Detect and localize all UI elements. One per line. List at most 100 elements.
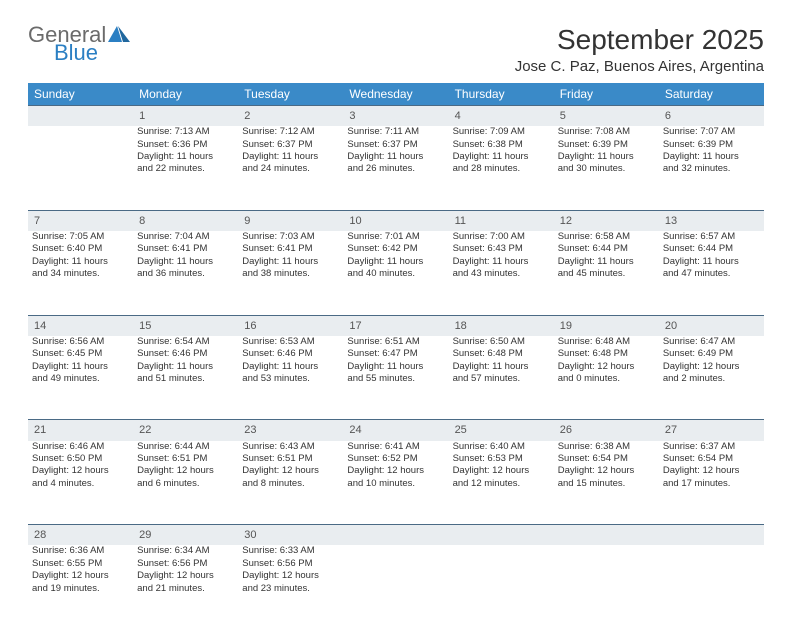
day-number: 8 — [133, 210, 238, 231]
page-title: September 2025 — [515, 24, 764, 56]
day-cell-line: and 36 minutes. — [137, 268, 234, 280]
day-cell: Sunrise: 7:03 AMSunset: 6:41 PMDaylight:… — [238, 231, 343, 315]
day-cell-line: and 21 minutes. — [137, 583, 234, 595]
day-number-row: 282930 — [28, 525, 764, 546]
day-cell-line: and 22 minutes. — [137, 163, 234, 175]
day-cell-line: Sunrise: 6:51 AM — [347, 336, 444, 348]
day-number — [449, 525, 554, 546]
day-number: 15 — [133, 315, 238, 336]
day-cell: Sunrise: 7:11 AMSunset: 6:37 PMDaylight:… — [343, 126, 448, 210]
day-number: 7 — [28, 210, 133, 231]
day-cell-line: and 34 minutes. — [32, 268, 129, 280]
day-cell-line: Sunset: 6:44 PM — [663, 243, 760, 255]
day-cell-line: Sunrise: 6:48 AM — [558, 336, 655, 348]
day-cell-line: and 10 minutes. — [347, 478, 444, 490]
day-cell: Sunrise: 6:33 AMSunset: 6:56 PMDaylight:… — [238, 545, 343, 629]
day-cell-line: Sunset: 6:43 PM — [453, 243, 550, 255]
day-cell-line: and 8 minutes. — [242, 478, 339, 490]
day-cell-line: Sunrise: 6:37 AM — [663, 441, 760, 453]
day-number: 16 — [238, 315, 343, 336]
day-cell-line: Daylight: 12 hours — [347, 465, 444, 477]
day-number: 10 — [343, 210, 448, 231]
day-header: Sunday — [28, 83, 133, 106]
day-cell-line: Sunrise: 6:53 AM — [242, 336, 339, 348]
day-cell: Sunrise: 6:38 AMSunset: 6:54 PMDaylight:… — [554, 441, 659, 525]
day-number: 30 — [238, 525, 343, 546]
day-header: Thursday — [449, 83, 554, 106]
day-cell: Sunrise: 6:46 AMSunset: 6:50 PMDaylight:… — [28, 441, 133, 525]
header: General Blue September 2025 Jose C. Paz,… — [28, 24, 764, 75]
day-cell-line: Daylight: 11 hours — [242, 256, 339, 268]
day-cell — [659, 545, 764, 629]
day-cell: Sunrise: 6:44 AMSunset: 6:51 PMDaylight:… — [133, 441, 238, 525]
day-cell-line: Sunset: 6:47 PM — [347, 348, 444, 360]
day-cell-line: Sunset: 6:41 PM — [242, 243, 339, 255]
day-cell-line: and 40 minutes. — [347, 268, 444, 280]
day-header: Friday — [554, 83, 659, 106]
day-cell-line: Sunset: 6:40 PM — [32, 243, 129, 255]
day-header: Wednesday — [343, 83, 448, 106]
day-number: 4 — [449, 106, 554, 127]
day-cell-line: Sunset: 6:55 PM — [32, 558, 129, 570]
day-number: 12 — [554, 210, 659, 231]
day-cell-line: Sunset: 6:56 PM — [242, 558, 339, 570]
day-cell-line: Sunrise: 6:54 AM — [137, 336, 234, 348]
day-detail-row: Sunrise: 7:05 AMSunset: 6:40 PMDaylight:… — [28, 231, 764, 315]
day-number: 1 — [133, 106, 238, 127]
day-cell-line: Daylight: 12 hours — [663, 361, 760, 373]
day-cell-line: Sunrise: 6:57 AM — [663, 231, 760, 243]
day-cell: Sunrise: 7:13 AMSunset: 6:36 PMDaylight:… — [133, 126, 238, 210]
day-cell-line: and 49 minutes. — [32, 373, 129, 385]
day-cell-line: and 28 minutes. — [453, 163, 550, 175]
day-cell: Sunrise: 6:51 AMSunset: 6:47 PMDaylight:… — [343, 336, 448, 420]
day-cell-line: Daylight: 12 hours — [32, 570, 129, 582]
day-number-row: 21222324252627 — [28, 420, 764, 441]
day-cell: Sunrise: 6:50 AMSunset: 6:48 PMDaylight:… — [449, 336, 554, 420]
day-cell-line: Daylight: 12 hours — [558, 465, 655, 477]
day-cell-line: and 57 minutes. — [453, 373, 550, 385]
day-cell-line: and 55 minutes. — [347, 373, 444, 385]
day-cell-line: Sunset: 6:42 PM — [347, 243, 444, 255]
day-number — [28, 106, 133, 127]
day-cell-line: and 53 minutes. — [242, 373, 339, 385]
day-number-row: 14151617181920 — [28, 315, 764, 336]
day-number: 18 — [449, 315, 554, 336]
day-cell: Sunrise: 6:54 AMSunset: 6:46 PMDaylight:… — [133, 336, 238, 420]
day-cell-line: and 23 minutes. — [242, 583, 339, 595]
day-cell-line: Sunrise: 6:41 AM — [347, 441, 444, 453]
day-cell-line: Sunset: 6:44 PM — [558, 243, 655, 255]
day-cell-line: Sunset: 6:51 PM — [137, 453, 234, 465]
day-cell-line: Sunrise: 7:11 AM — [347, 126, 444, 138]
day-cell-line: Sunrise: 6:44 AM — [137, 441, 234, 453]
day-cell: Sunrise: 6:34 AMSunset: 6:56 PMDaylight:… — [133, 545, 238, 629]
day-number: 23 — [238, 420, 343, 441]
logo-sail-icon — [108, 26, 130, 42]
day-cell: Sunrise: 6:41 AMSunset: 6:52 PMDaylight:… — [343, 441, 448, 525]
day-number-row: 123456 — [28, 106, 764, 127]
day-cell-line: Daylight: 12 hours — [242, 570, 339, 582]
day-cell-line: and 43 minutes. — [453, 268, 550, 280]
day-cell-line: Daylight: 11 hours — [137, 151, 234, 163]
day-cell-line: Daylight: 11 hours — [137, 256, 234, 268]
day-cell-line: Daylight: 11 hours — [453, 256, 550, 268]
day-number: 13 — [659, 210, 764, 231]
day-cell: Sunrise: 7:04 AMSunset: 6:41 PMDaylight:… — [133, 231, 238, 315]
day-cell-line: Sunset: 6:48 PM — [558, 348, 655, 360]
day-cell-line: Sunset: 6:50 PM — [32, 453, 129, 465]
day-number: 27 — [659, 420, 764, 441]
day-cell: Sunrise: 7:08 AMSunset: 6:39 PMDaylight:… — [554, 126, 659, 210]
day-cell: Sunrise: 6:43 AMSunset: 6:51 PMDaylight:… — [238, 441, 343, 525]
day-cell-line: Sunset: 6:49 PM — [663, 348, 760, 360]
day-number — [554, 525, 659, 546]
day-cell-line: Daylight: 11 hours — [663, 256, 760, 268]
day-number: 2 — [238, 106, 343, 127]
logo: General Blue — [28, 24, 130, 64]
day-number: 24 — [343, 420, 448, 441]
day-cell: Sunrise: 6:48 AMSunset: 6:48 PMDaylight:… — [554, 336, 659, 420]
day-number — [659, 525, 764, 546]
day-cell-line: Sunrise: 6:46 AM — [32, 441, 129, 453]
day-cell: Sunrise: 7:05 AMSunset: 6:40 PMDaylight:… — [28, 231, 133, 315]
day-cell-line: and 24 minutes. — [242, 163, 339, 175]
day-cell-line: Sunset: 6:46 PM — [137, 348, 234, 360]
day-cell-line: Sunrise: 6:56 AM — [32, 336, 129, 348]
